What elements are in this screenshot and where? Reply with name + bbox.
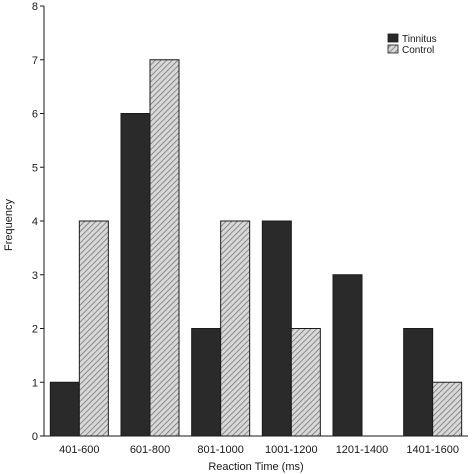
x-tick-label: 1001-1200 [265,444,318,456]
y-tick-label: 0 [32,431,38,443]
y-tick-label: 5 [32,162,38,174]
y-tick-label: 3 [32,270,38,282]
x-tick-label: 401-600 [59,444,99,456]
y-tick-label: 8 [32,1,38,13]
y-tick-label: 7 [32,55,38,67]
bar-tinnitus-401-600 [49,381,80,437]
x-tick-label: 1401-1600 [406,444,459,456]
bar-tinnitus-1401-1600 [403,328,434,437]
legend-swatch-control [387,44,399,54]
x-axis-title: Reaction Time (ms) [208,461,303,473]
bar-tinnitus-1001-1200 [261,220,292,437]
bar-control-401-600 [78,220,109,437]
bar-tinnitus-1201-1400 [332,274,363,437]
x-tick-label: 601-800 [130,444,170,456]
legend-label-control: Control [402,45,434,56]
legend-swatch-tinnitus [387,33,399,43]
bar-control-601-800 [149,59,180,437]
bar-tinnitus-601-800 [120,113,151,437]
x-tick-label: 1201-1400 [336,444,389,456]
y-tick-label: 4 [32,216,38,228]
legend-label-tinnitus: Tinnitus [402,34,437,45]
y-tick-label: 6 [32,109,38,121]
y-axis: 0 1 2 3 4 5 6 7 8 [32,1,45,443]
y-tick-label: 2 [32,324,38,336]
bar-control-1001-1200 [290,328,321,437]
bar-tinnitus-801-1000 [191,328,222,437]
y-tick-label: 1 [32,377,38,389]
x-tick-label: 801-1000 [197,444,244,456]
bars [49,59,463,437]
x-axis: 401-600 601-800 801-1000 1001-1200 1201-1400… [44,435,468,456]
bar-control-1401-1600 [432,381,463,437]
bar-control-801-1000 [220,220,251,437]
y-axis-title: Frequency [3,199,15,251]
